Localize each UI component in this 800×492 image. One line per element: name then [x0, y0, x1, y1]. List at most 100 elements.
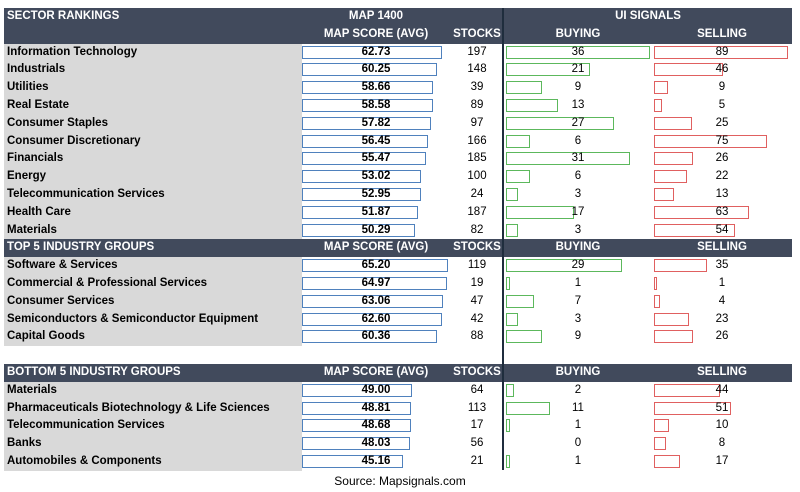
buying-bar	[506, 81, 542, 95]
buying-cell: 17	[504, 204, 652, 222]
table-row: Health Care 51.87 187 17 63	[4, 203, 792, 222]
score-cell: 62.60	[302, 311, 450, 329]
buying-cell: 29	[504, 257, 652, 275]
selling-cell: 63	[652, 204, 792, 222]
buying-value: 17	[571, 205, 585, 218]
table-row: Telecommunication Services 48.68 17 1 10	[4, 417, 792, 436]
score-cell: 57.82	[302, 115, 450, 133]
selling-cell: 26	[652, 150, 792, 168]
selling-bar	[654, 170, 688, 184]
selling-value: 26	[715, 152, 729, 165]
table-row: Consumer Staples 57.82 97 27 25	[4, 114, 792, 133]
stocks-value: 113	[467, 401, 487, 414]
selling-bar	[654, 99, 662, 112]
score-bar	[302, 205, 419, 219]
score-value: 45.16	[361, 455, 391, 467]
score-bar	[302, 223, 415, 237]
buying-cell: 11	[504, 400, 652, 418]
buying-cell: 9	[504, 79, 652, 97]
selling-header: SELLING	[697, 27, 747, 40]
buying-bar	[506, 116, 614, 130]
buying-bar	[506, 277, 510, 290]
selling-cell: 26	[652, 328, 792, 346]
selling-bar	[654, 455, 680, 468]
buying-value: 9	[574, 330, 582, 343]
buying-value: 1	[574, 277, 582, 289]
selling-bar	[654, 312, 689, 326]
buying-bar	[506, 99, 558, 112]
buying-bar	[506, 294, 534, 308]
selling-cell: 54	[652, 222, 792, 240]
row-label: Software & Services	[4, 257, 302, 275]
selling-cell: 23	[652, 311, 792, 329]
source-note: Source: Mapsignals.com	[334, 474, 466, 488]
table-row: Semiconductors & Semiconductor Equipment…	[4, 310, 792, 329]
buying-value: 9	[574, 81, 582, 94]
buying-value: 29	[571, 259, 585, 272]
selling-value: 75	[715, 134, 729, 147]
score-value: 60.36	[361, 330, 391, 343]
selling-cell: 44	[652, 382, 792, 400]
stocks-value: 56	[470, 437, 484, 450]
table-row: Utilities 58.66 39 9 9	[4, 79, 792, 97]
selling-value: 23	[715, 312, 729, 325]
row-label: Consumer Discretionary	[4, 132, 302, 151]
score-bar	[302, 170, 421, 184]
table-row: Materials 50.29 82 3 54	[4, 221, 792, 240]
selling-bar	[654, 45, 788, 59]
buying-value: 6	[574, 170, 582, 183]
score-value: 48.03	[361, 437, 391, 450]
buying-value: 27	[571, 116, 585, 129]
buying-cell: 2	[504, 382, 652, 400]
selling-value: 51	[715, 401, 729, 414]
row-label: Consumer Services	[4, 292, 302, 311]
selling-value: 9	[718, 81, 726, 94]
sub-row: TOP 5 INDUSTRY GROUPS MAP SCORE (AVG) STOC…	[4, 239, 792, 258]
buying-value: 13	[571, 99, 585, 111]
buying-bar	[506, 152, 630, 166]
section-title: TOP 5 INDUSTRY GROUPS	[7, 241, 155, 254]
score-value: 60.25	[361, 63, 391, 76]
score-value: 53.02	[361, 170, 391, 183]
table-row: Consumer Services 63.06 47 7 4	[4, 292, 792, 311]
selling-header: SELLING	[697, 366, 747, 378]
score-cell: 51.87	[302, 204, 450, 222]
stocks-value: 119	[467, 259, 487, 272]
buying-header: BUYING	[555, 241, 601, 254]
row-label: Materials	[4, 381, 302, 400]
selling-bar	[654, 81, 668, 95]
buying-value: 36	[571, 45, 585, 58]
score-value: 48.68	[361, 419, 391, 432]
score-bar	[302, 188, 421, 201]
stocks-value: 166	[467, 134, 487, 147]
selling-value: 8	[718, 437, 726, 450]
row-label: Real Estate	[4, 97, 302, 115]
map-header: MAP 1400	[348, 10, 404, 22]
stocks-value: 148	[467, 63, 487, 76]
stocks-value: 89	[470, 99, 484, 111]
buying-bar	[506, 312, 518, 326]
selling-value: 5	[718, 99, 726, 111]
selling-value: 35	[715, 259, 729, 272]
score-cell: 53.02	[302, 168, 450, 186]
buying-bar	[506, 63, 590, 77]
stocks-header: STOCKS	[453, 27, 501, 40]
section-title: SECTOR RANKINGS	[7, 10, 120, 22]
buying-header: BUYING	[555, 27, 601, 40]
score-value: 57.82	[361, 116, 391, 129]
selling-value: 44	[715, 383, 729, 396]
score-value: 58.66	[361, 81, 391, 94]
selling-value: 13	[715, 188, 729, 200]
selling-bar	[654, 259, 707, 273]
score-bar	[302, 134, 429, 148]
score-cell: 49.00	[302, 382, 450, 400]
score-bar	[302, 312, 443, 326]
score-cell: 60.36	[302, 328, 450, 346]
score-cell: 56.45	[302, 133, 450, 151]
score-cell: 55.47	[302, 150, 450, 168]
row-label: Energy	[4, 168, 302, 186]
selling-bar	[654, 223, 736, 237]
section-title: BOTTOM 5 INDUSTRY GROUPS	[7, 366, 181, 378]
table-row: Telecommunication Services 52.95 24 3 13	[4, 186, 792, 204]
row-label: Commercial & Professional Services	[4, 275, 302, 293]
